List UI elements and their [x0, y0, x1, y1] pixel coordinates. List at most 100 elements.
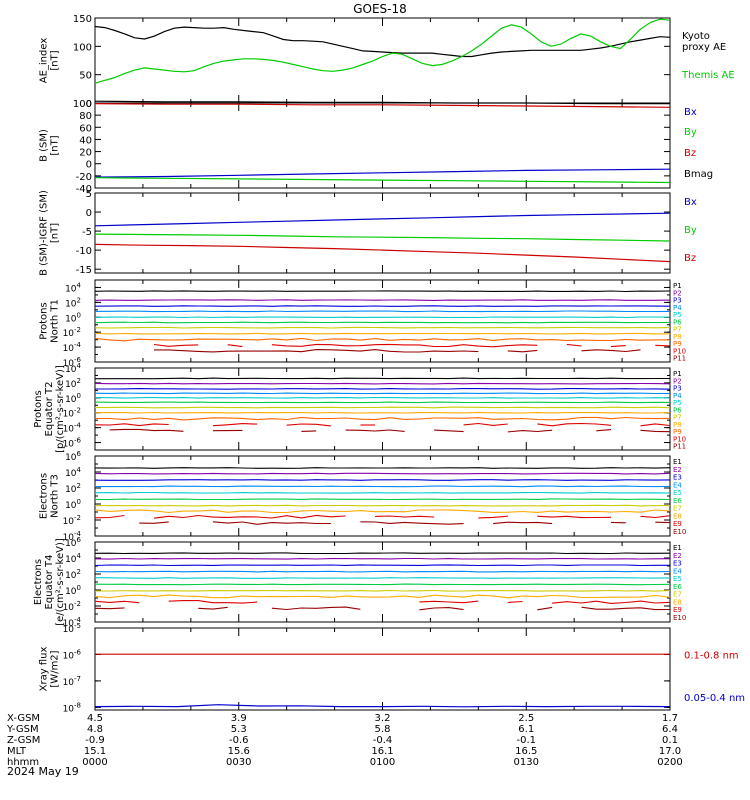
- ephemeris-row-label: MLT: [7, 746, 27, 757]
- y-tick-exponent: -2: [74, 600, 81, 608]
- ephemeris-value: 16.5: [515, 746, 537, 757]
- channel-label: E7: [673, 505, 682, 513]
- ephemeris-value: 3.9: [231, 713, 247, 724]
- y-tick-label: 100: [73, 99, 92, 110]
- y-axis-label: Protons: [33, 390, 44, 427]
- y-tick-exponent: -2: [74, 326, 81, 334]
- y-tick-label: 80: [79, 111, 92, 122]
- channel-line: [94, 594, 671, 599]
- plot-title: GOES-18: [353, 2, 407, 16]
- channel-line: [94, 401, 671, 404]
- ephemeris-row-label: Z-GSM: [7, 735, 40, 746]
- ephemeris-value: 17.0: [659, 746, 681, 757]
- channel-label: E1: [673, 458, 682, 466]
- channel-label: P7: [673, 326, 682, 334]
- y-axis-label: [p/(cm²-s-sr-keV)]: [55, 365, 66, 453]
- y-tick-label: 0: [86, 208, 92, 219]
- channel-line: [94, 472, 671, 475]
- y-tick-exponent: 2: [77, 296, 81, 304]
- channel-line: [94, 467, 671, 469]
- y-tick-exponent: 6: [77, 450, 82, 458]
- channel-line: [154, 349, 479, 353]
- channel-line: [95, 485, 671, 488]
- ephemeris-value: 0000: [82, 757, 107, 768]
- y-tick-label: 10-2: [63, 514, 81, 527]
- y-tick-label: 100: [65, 584, 81, 597]
- channel-line: [94, 423, 169, 427]
- legend-label: Themis AE: [681, 70, 735, 81]
- legend-label: By: [684, 225, 697, 236]
- panel-frame: [94, 541, 671, 623]
- channel-line: [537, 422, 612, 427]
- channel-line: [94, 299, 671, 301]
- y-tick-label: 10-4: [63, 341, 82, 354]
- y-tick-label: 102: [65, 296, 81, 309]
- ephemeris-value: 1.7: [662, 713, 678, 724]
- legend-label: By: [684, 127, 697, 138]
- channel-label: P5: [673, 311, 682, 319]
- channel-line: [301, 430, 317, 432]
- ephemeris-row-label: X-GSM: [7, 713, 40, 724]
- channel-label: E10: [673, 614, 686, 622]
- y-tick-label: 50: [79, 71, 92, 82]
- y-tick-label: 0: [86, 160, 92, 171]
- channel-line: [507, 349, 538, 353]
- y-tick-label: 20: [79, 148, 92, 159]
- channel-line: [153, 514, 346, 519]
- y-axis-label: [nT]: [50, 223, 61, 243]
- y-tick-exponent: 0: [77, 311, 81, 319]
- channel-line: [94, 396, 671, 399]
- ephemeris-value: 2.5: [518, 713, 534, 724]
- channel-label: E6: [673, 497, 682, 505]
- channel-line: [434, 429, 464, 433]
- channel-label: E6: [673, 583, 682, 591]
- series-line: [94, 233, 671, 242]
- y-tick-exponent: 4: [77, 362, 82, 370]
- channel-label: P1: [673, 370, 682, 378]
- channel-label: P4: [673, 304, 682, 312]
- ephemeris-value: 5.3: [231, 724, 247, 735]
- channel-label: P2: [673, 289, 682, 297]
- y-axis-label: [nT]: [50, 50, 61, 70]
- channel-line: [640, 423, 671, 427]
- y-tick-exponent: 0: [77, 584, 81, 592]
- channel-line: [94, 514, 125, 519]
- channel-line: [537, 515, 612, 519]
- series-line: [94, 100, 670, 105]
- channel-line: [94, 564, 670, 567]
- y-tick-label: 150: [73, 14, 92, 25]
- channel-line: [507, 600, 523, 604]
- channel-label: P4: [673, 392, 682, 400]
- channel-line: [610, 345, 626, 348]
- y-tick-exponent: -4: [74, 341, 82, 349]
- channel-line: [94, 392, 671, 395]
- ephemeris-value: 0100: [370, 757, 395, 768]
- legend-label: Bz: [684, 253, 696, 264]
- channel-line: [94, 557, 671, 560]
- y-tick-exponent: -4: [74, 530, 82, 538]
- y-axis-label: B (SM): [39, 129, 50, 162]
- channel-line: [94, 504, 670, 507]
- legend-label: Bx: [684, 107, 697, 118]
- channel-line: [507, 429, 553, 433]
- y-axis-label: [W/m2]: [50, 650, 61, 687]
- y-tick-label: 0: [86, 99, 92, 110]
- ephemeris-value: -0.4: [373, 735, 393, 746]
- legend-label: proxy AE: [682, 42, 726, 53]
- channel-line: [109, 428, 184, 432]
- y-tick-label: 106: [65, 450, 81, 463]
- legend-label: Kyoto: [682, 31, 710, 42]
- panel-frame: [94, 367, 671, 451]
- channel-line: [95, 377, 670, 380]
- legend-label: Bmag: [684, 169, 713, 180]
- channel-line: [419, 600, 479, 604]
- y-tick-label: 40: [79, 135, 92, 146]
- y-tick-exponent: -2: [74, 514, 81, 522]
- channel-line: [537, 606, 553, 611]
- legend-label: Bz: [684, 148, 696, 159]
- channel-line: [94, 607, 125, 610]
- legend-label: 0.05-0.4 nm: [684, 693, 745, 704]
